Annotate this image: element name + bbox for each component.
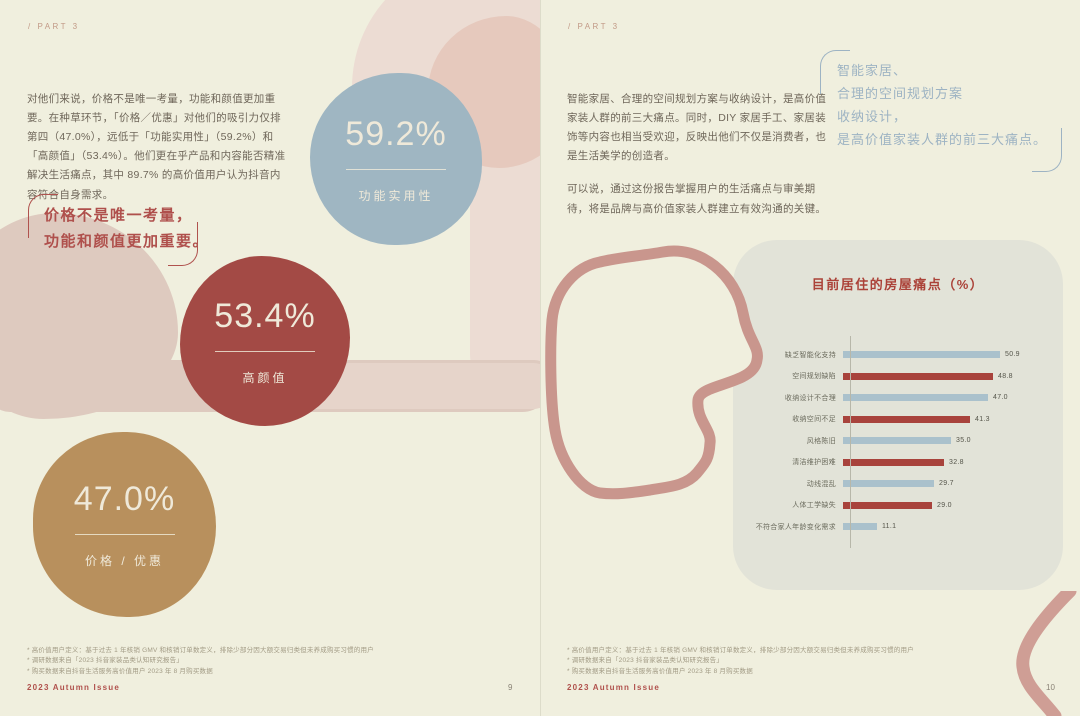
callout-text: 智能家居、 合理的空间规划方案 收纳设计， 是高价值家装人群的前三大痛点。 bbox=[837, 63, 1048, 147]
chart-category-label: 收纳空间不足 bbox=[792, 416, 836, 424]
stat-circle-appearance: 53.4% 高颜值 bbox=[180, 256, 350, 426]
chart-value-label: 11.1 bbox=[882, 523, 897, 531]
footnote: * 高价值用户定义：基于过去 1 年核销 GMV 和核销订单数定义，排除少部分因… bbox=[567, 647, 914, 654]
footnote: * 购买数据来自抖音生活服务高价值用户 2023 年 8 月购买数据 bbox=[567, 667, 753, 675]
chart-value-label: 35.0 bbox=[956, 437, 971, 445]
chart-bar bbox=[843, 372, 993, 380]
chart-card: 目前居住的房屋痛点（%） 缺乏智能化支持 50.9 空间规划缺陷 48.8 收纳设计不合… bbox=[733, 240, 1063, 590]
chart-category-label: 缺乏智能化支持 bbox=[784, 351, 836, 359]
chart-bar bbox=[843, 458, 944, 466]
divider bbox=[74, 534, 175, 535]
bar-chart-rows: 缺乏智能化支持 50.9 空间规划缺陷 48.8 收纳设计不合理 47.0 收纳空间不足 41… bbox=[733, 336, 1049, 548]
chart-row: 收纳设计不合理 47.0 bbox=[733, 387, 1049, 409]
stat-value: 53.4% bbox=[214, 296, 316, 335]
footnotes-right: * 高价值用户定义：基于过去 1 年核销 GMV 和核销订单数定义，排除少部分因… bbox=[567, 646, 914, 677]
issue-label: 2023 Autumn Issue bbox=[567, 683, 661, 692]
chart-bar bbox=[843, 480, 934, 488]
chart-axis-line bbox=[850, 336, 851, 548]
chart-value-label: 32.8 bbox=[949, 458, 964, 466]
chart-value-label: 29.0 bbox=[937, 501, 952, 509]
chart-bar bbox=[843, 351, 1000, 359]
page-seam-divider bbox=[540, 0, 541, 716]
chart-row: 收纳空间不足 41.3 bbox=[733, 409, 1049, 431]
chart-bar bbox=[843, 415, 970, 423]
paragraph: 对他们来说，价格不是唯一考量，功能和颜值更加重要。在种草环节，「价格／优惠」对他… bbox=[27, 93, 286, 201]
callout-text: 价格不是唯一考量， 功能和颜值更加重要。 bbox=[44, 207, 210, 251]
chart-value-label: 48.8 bbox=[998, 372, 1013, 380]
page-right: / PART 3 智能家居、合理的空间规划方案与收纳设计，是高价值家装人群的前三… bbox=[540, 0, 1080, 716]
chart-row: 缺乏智能化支持 50.9 bbox=[733, 344, 1049, 366]
corner-bracket-icon bbox=[168, 222, 198, 266]
chart-category-label: 收纳设计不合理 bbox=[784, 394, 836, 402]
paragraph: 智能家居、合理的空间规划方案与收纳设计，是高价值家装人群的前三大痛点。同时，DI… bbox=[567, 93, 827, 163]
paragraph: 可以说，通过这份报告掌握用户的生活痛点与审美期待，将是品牌与高价值家装人群建立有… bbox=[567, 183, 827, 215]
body-text-right: 智能家居、合理的空间规划方案与收纳设计，是高价值家装人群的前三大痛点。同时，DI… bbox=[567, 90, 830, 219]
deco-corner-curve bbox=[1016, 591, 1077, 716]
chart-category-label: 人体工学缺失 bbox=[792, 502, 836, 510]
stat-label: 价格 / 优惠 bbox=[84, 554, 164, 568]
chart-category-label: 动线混乱 bbox=[806, 480, 836, 488]
chart-bar bbox=[843, 501, 932, 509]
chart-bar bbox=[843, 523, 877, 531]
footnote: * 调研数据来自「2023 抖音家装品类认知研究报告」 bbox=[27, 657, 184, 665]
issue-label: 2023 Autumn Issue bbox=[27, 683, 121, 692]
stat-label: 功能实用性 bbox=[358, 188, 434, 203]
part-label: / PART 3 bbox=[568, 22, 620, 31]
chart-row: 清洁维护困难 32.8 bbox=[733, 452, 1049, 474]
page-number: 10 bbox=[1046, 683, 1055, 692]
callout-top-pain-points: 智能家居、 合理的空间规划方案 收纳设计， 是高价值家装人群的前三大痛点。 bbox=[820, 50, 1062, 172]
chart-bar bbox=[843, 394, 988, 402]
chart-value-label: 47.0 bbox=[993, 394, 1008, 402]
chart-bar bbox=[843, 437, 951, 445]
chart-row: 人体工学缺失 29.0 bbox=[733, 495, 1049, 517]
chart-row: 动线混乱 29.7 bbox=[733, 473, 1049, 495]
chart-value-label: 50.9 bbox=[1005, 351, 1020, 359]
page-left: / PART 3 对他们来说，价格不是唯一考量，功能和颜值更加重要。在种草环节，… bbox=[0, 0, 540, 692]
chart-category-label: 不符合家人年龄变化需求 bbox=[755, 523, 836, 531]
stat-value: 59.2% bbox=[345, 114, 447, 153]
page-number: 9 bbox=[508, 683, 513, 692]
corner-bracket-icon bbox=[820, 50, 850, 94]
chart-category-label: 风格陈旧 bbox=[806, 437, 836, 445]
stat-label: 高颜值 bbox=[242, 370, 288, 385]
callout-price-not-only: 价格不是唯一考量， 功能和颜值更加重要。 bbox=[28, 194, 208, 266]
body-text-left: 对他们来说，价格不是唯一考量，功能和颜值更加重要。在种草环节，「价格／优惠」对他… bbox=[27, 90, 290, 205]
chart-category-label: 清洁维护困难 bbox=[792, 459, 836, 467]
part-label: / PART 3 bbox=[28, 22, 80, 31]
chart-category-label: 空间规划缺陷 bbox=[792, 373, 836, 381]
chart-value-label: 41.3 bbox=[975, 415, 990, 423]
divider bbox=[215, 350, 315, 352]
footnote: * 调研数据来自「2023 抖音家装品类认知研究报告」 bbox=[567, 657, 724, 665]
stat-circle-functionality: 59.2% 功能实用性 bbox=[310, 73, 482, 245]
chart-row: 风格陈旧 35.0 bbox=[733, 430, 1049, 452]
footnotes-left: * 高价值用户定义：基于过去 1 年核销 GMV 和核销订单数定义，排除少部分因… bbox=[27, 646, 374, 677]
footnote: * 购买数据来自抖音生活服务高价值用户 2023 年 8 月购买数据 bbox=[27, 667, 213, 675]
corner-bracket-icon bbox=[1032, 128, 1062, 172]
chart-row: 不符合家人年龄变化需求 11.1 bbox=[733, 516, 1049, 538]
corner-bracket-icon bbox=[28, 194, 58, 238]
stat-value: 47.0% bbox=[73, 480, 176, 518]
chart-value-label: 29.7 bbox=[939, 480, 954, 488]
chart-title: 目前居住的房屋痛点（%） bbox=[811, 277, 985, 292]
stat-circle-price: 47.0% 价格 / 优惠 bbox=[33, 432, 216, 617]
chart-row: 空间规划缺陷 48.8 bbox=[733, 366, 1049, 388]
divider bbox=[346, 168, 446, 170]
footnote: * 高价值用户定义：基于过去 1 年核销 GMV 和核销订单数定义，排除少部分因… bbox=[27, 647, 374, 654]
